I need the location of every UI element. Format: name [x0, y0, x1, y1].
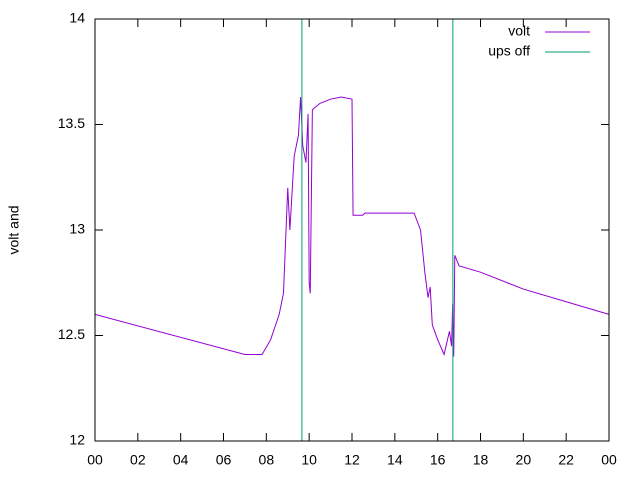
x-tick-label: 18 [473, 452, 489, 468]
x-tick-label: 10 [301, 452, 317, 468]
y-tick-label: 12 [69, 432, 85, 448]
line-series [94, 96, 610, 357]
y-tick-label: 13.5 [58, 115, 85, 131]
y-tick-label: 13 [69, 221, 85, 237]
x-tick-label: 20 [516, 452, 532, 468]
legend-label: ups off [488, 43, 530, 59]
legend-label: volt [508, 23, 530, 39]
x-tick-label: 22 [558, 452, 574, 468]
y-axis-label: volt and [6, 205, 22, 254]
x-tick-label: 06 [216, 452, 232, 468]
y-tick-label: 12.5 [58, 326, 85, 342]
y-tick-label: 14 [69, 10, 85, 26]
x-tick-label: 16 [430, 452, 446, 468]
plot-border [94, 18, 610, 442]
x-tick-label: 12 [344, 452, 360, 468]
x-tick-label: 08 [259, 452, 275, 468]
x-tick-label: 14 [387, 452, 403, 468]
x-tick-label: 02 [130, 452, 146, 468]
x-tick-label: 00 [601, 452, 617, 468]
x-tick-label: 04 [173, 452, 189, 468]
x-tick-label: 00 [87, 452, 103, 468]
